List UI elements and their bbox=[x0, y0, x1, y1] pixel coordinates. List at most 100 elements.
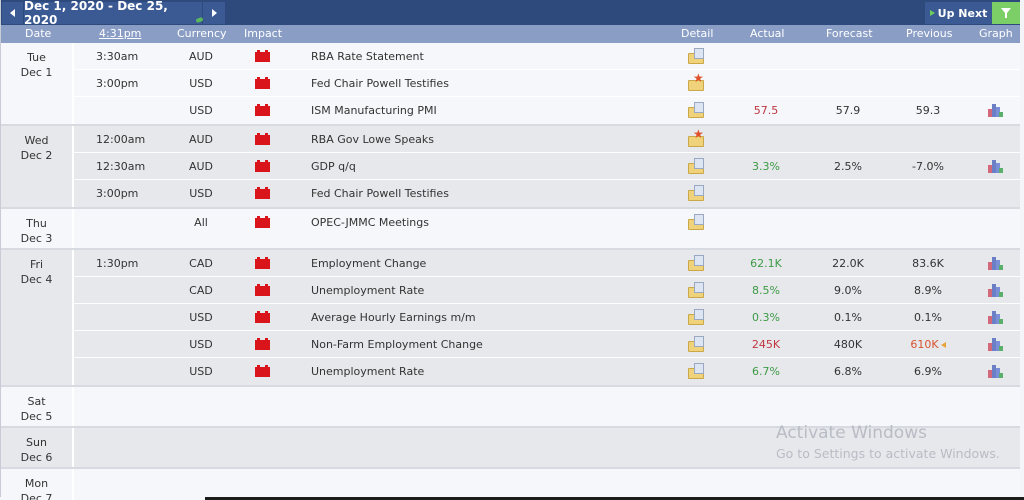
bar-chart-icon[interactable] bbox=[987, 256, 1003, 270]
empty-day bbox=[1, 428, 1020, 467]
empty-day bbox=[1, 387, 1020, 426]
weekday: Wed bbox=[24, 134, 49, 147]
event-title[interactable]: ISM Manufacturing PMI bbox=[311, 104, 437, 117]
event-row[interactable]: All OPEC-JMMC Meetings bbox=[74, 209, 1020, 248]
bar-chart-icon[interactable] bbox=[987, 159, 1003, 173]
event-title[interactable]: Average Hourly Earnings m/m bbox=[311, 311, 476, 324]
high-impact-icon[interactable] bbox=[255, 311, 270, 323]
weekday: Thu bbox=[26, 217, 47, 230]
event-currency: USD bbox=[189, 338, 213, 351]
event-title[interactable]: RBA Gov Lowe Speaks bbox=[311, 133, 434, 146]
current-time-link[interactable]: 4:31pm bbox=[99, 27, 142, 40]
event-row[interactable]: 3:30am AUD RBA Rate Statement bbox=[74, 43, 1020, 70]
day-label: Mon Dec 7 bbox=[1, 469, 74, 500]
event-row[interactable]: 1:30pm CAD Employment Change 62.1K 22.0K 83.6… bbox=[74, 250, 1020, 277]
calendar-rows: Tue Dec 1 3:30am AUD RBA Rate Statement 3:00p… bbox=[1, 43, 1020, 500]
event-row[interactable]: 3:00pm USD Fed Chair Powell Testifies bbox=[74, 180, 1020, 207]
high-impact-icon[interactable] bbox=[255, 77, 270, 89]
event-row[interactable]: 12:30am AUD GDP q/q 3.3% 2.5% -7.0% bbox=[74, 153, 1020, 180]
day-label: Wed Dec 2 bbox=[1, 126, 74, 207]
folder-icon[interactable] bbox=[688, 363, 705, 379]
folder-icon[interactable] bbox=[688, 282, 705, 298]
folder-icon[interactable] bbox=[688, 309, 705, 325]
previous-range-button[interactable] bbox=[2, 2, 23, 24]
day-date: Dec 7 bbox=[20, 492, 53, 500]
event-currency: All bbox=[194, 216, 208, 229]
bar-chart-icon[interactable] bbox=[987, 103, 1003, 117]
event-row[interactable]: USD ISM Manufacturing PMI 57.5 57.9 59.3 bbox=[74, 97, 1020, 124]
up-next-button[interactable]: Up Next bbox=[925, 2, 992, 24]
high-impact-icon[interactable] bbox=[255, 257, 270, 269]
day-group: Wed Dec 2 12:00am AUD RBA Gov Lowe Speaks ★ 12… bbox=[1, 126, 1020, 209]
forecast-value: 57.9 bbox=[835, 104, 861, 117]
bar-chart-icon[interactable] bbox=[987, 337, 1003, 351]
actual-value: 57.5 bbox=[753, 104, 779, 117]
bar-chart-icon[interactable] bbox=[987, 310, 1003, 324]
event-row[interactable]: CAD Unemployment Rate 8.5% 9.0% 8.9% bbox=[74, 277, 1020, 304]
weekday: Tue bbox=[27, 51, 46, 64]
folder-icon[interactable] bbox=[688, 158, 705, 174]
bar-chart-icon[interactable] bbox=[987, 283, 1003, 297]
folder-icon[interactable] bbox=[688, 214, 705, 230]
event-time: 3:00pm bbox=[96, 187, 139, 200]
folder-icon[interactable] bbox=[688, 102, 705, 118]
high-impact-icon[interactable] bbox=[255, 50, 270, 62]
event-currency: AUD bbox=[188, 160, 214, 173]
day-date: Dec 1 bbox=[20, 66, 53, 79]
folder-icon[interactable] bbox=[688, 336, 705, 352]
folder-icon[interactable] bbox=[688, 48, 705, 64]
event-currency: USD bbox=[189, 365, 213, 378]
chevron-left-icon bbox=[9, 9, 15, 17]
actual-value: 245K bbox=[751, 338, 781, 351]
folder-star-icon[interactable]: ★ bbox=[688, 128, 705, 147]
previous-value: 6.9% bbox=[914, 365, 942, 378]
day-group: Sat Dec 5 bbox=[1, 387, 1020, 428]
high-impact-icon[interactable] bbox=[255, 133, 270, 145]
event-row[interactable]: 12:00am AUD RBA Gov Lowe Speaks ★ bbox=[74, 126, 1020, 153]
high-impact-icon[interactable] bbox=[255, 160, 270, 172]
high-impact-icon[interactable] bbox=[255, 216, 270, 228]
date-range-label[interactable]: Dec 1, 2020 - Dec 25, 2020 bbox=[24, 0, 202, 27]
high-impact-icon[interactable] bbox=[255, 365, 270, 377]
previous-value: 83.6K bbox=[912, 257, 944, 270]
folder-icon[interactable] bbox=[688, 185, 705, 201]
empty-day bbox=[1, 469, 1020, 500]
taskbar-edge bbox=[205, 497, 1024, 500]
event-title[interactable]: Unemployment Rate bbox=[311, 284, 425, 297]
event-title[interactable]: Unemployment Rate bbox=[311, 365, 425, 378]
event-title[interactable]: Employment Change bbox=[311, 257, 427, 270]
day-date: Dec 6 bbox=[20, 451, 53, 464]
high-impact-icon[interactable] bbox=[255, 338, 270, 350]
event-currency: USD bbox=[189, 104, 213, 117]
filter-button[interactable] bbox=[992, 2, 1020, 24]
event-row[interactable]: USD Average Hourly Earnings m/m 0.3% 0.1% 0.… bbox=[74, 304, 1020, 331]
next-range-button[interactable] bbox=[203, 2, 225, 24]
event-currency: AUD bbox=[188, 50, 214, 63]
column-forecast: Forecast bbox=[826, 27, 873, 40]
event-row[interactable]: 3:00pm USD Fed Chair Powell Testifies ★ bbox=[74, 70, 1020, 97]
event-title[interactable]: OPEC-JMMC Meetings bbox=[311, 216, 429, 229]
event-title[interactable]: Non-Farm Employment Change bbox=[311, 338, 483, 351]
event-title[interactable]: Fed Chair Powell Testifies bbox=[311, 187, 449, 200]
event-row[interactable]: USD Unemployment Rate 6.7% 6.8% 6.9% bbox=[74, 358, 1020, 385]
event-currency: USD bbox=[189, 77, 213, 90]
high-impact-icon[interactable] bbox=[255, 284, 270, 296]
event-row[interactable]: USD Non-Farm Employment Change 245K 480K 610… bbox=[74, 331, 1020, 358]
previous-value: 8.9% bbox=[914, 284, 942, 297]
high-impact-icon[interactable] bbox=[255, 187, 270, 199]
event-title[interactable]: RBA Rate Statement bbox=[311, 50, 424, 63]
previous-value-revised[interactable]: 610K bbox=[878, 338, 978, 351]
revised-arrow-icon bbox=[940, 342, 946, 348]
folder-icon[interactable] bbox=[688, 255, 705, 271]
bar-chart-icon[interactable] bbox=[987, 364, 1003, 378]
play-icon bbox=[929, 10, 935, 16]
forecast-value: 2.5% bbox=[834, 160, 862, 173]
event-currency: CAD bbox=[189, 257, 213, 270]
event-title[interactable]: GDP q/q bbox=[311, 160, 356, 173]
day-group: Tue Dec 1 3:30am AUD RBA Rate Statement 3:00p… bbox=[1, 43, 1020, 126]
filter-icon bbox=[1001, 8, 1011, 18]
chevron-right-icon bbox=[212, 9, 217, 17]
event-title[interactable]: Fed Chair Powell Testifies bbox=[311, 77, 449, 90]
folder-star-icon[interactable]: ★ bbox=[688, 72, 705, 91]
high-impact-icon[interactable] bbox=[255, 104, 270, 116]
